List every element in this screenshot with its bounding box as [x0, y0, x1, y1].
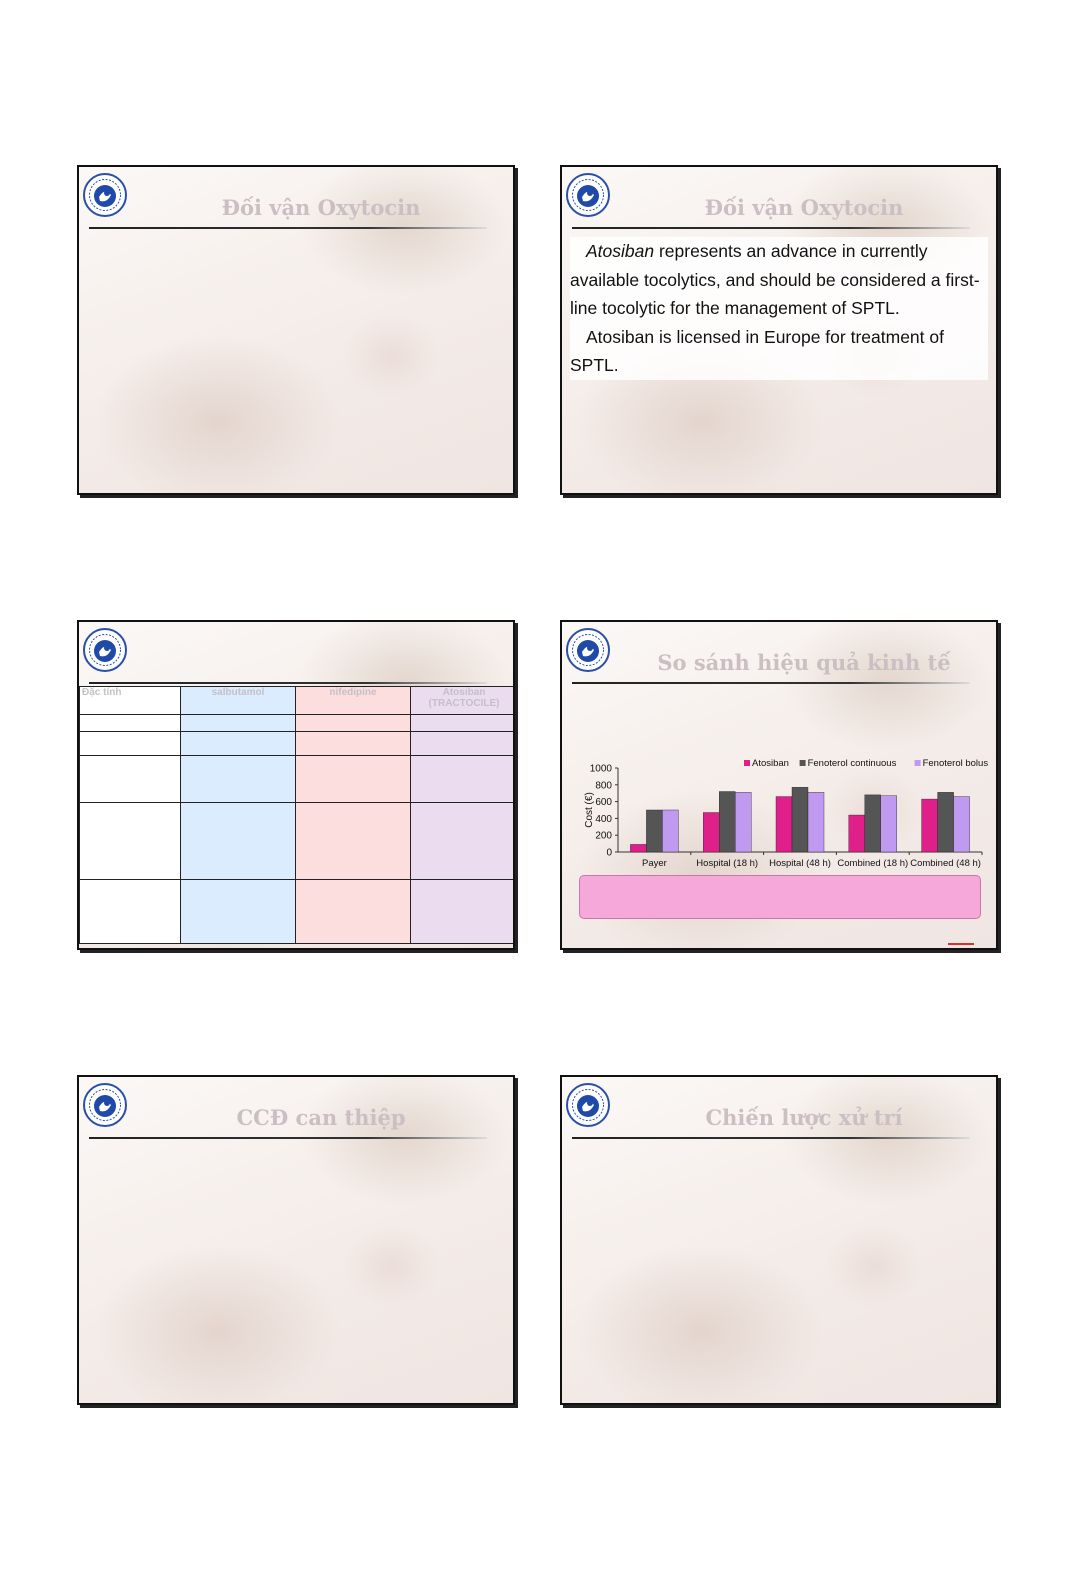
y-tick-label: 0: [606, 848, 612, 859]
bar: [848, 814, 865, 853]
table-row: [79, 879, 513, 944]
x-tick-label: Combined (18 h): [837, 858, 908, 869]
title-divider: [572, 1137, 970, 1139]
table-header: Đặc tính: [79, 686, 181, 715]
y-tick-label: 1000: [590, 764, 613, 775]
legend-swatch: [799, 760, 806, 766]
bar: [702, 812, 720, 853]
bar: [630, 844, 647, 853]
hospital-logo-icon: [83, 1083, 127, 1127]
slide-title: CCĐ can thiệp: [236, 1105, 406, 1130]
table-row: [79, 731, 513, 756]
bar: [662, 809, 679, 853]
table-row: [79, 802, 513, 880]
slide-body-text: Atosiban represents an advance in curren…: [570, 237, 988, 380]
slide-5: CCĐ can thiệp: [77, 1075, 515, 1405]
y-tick-label: 200: [595, 831, 612, 842]
bar: [734, 792, 752, 853]
slide-1: Đối vận Oxytocin: [77, 165, 515, 495]
title-divider: [89, 1137, 487, 1139]
bar: [791, 787, 809, 853]
y-tick-label: 400: [595, 814, 612, 825]
table-row: [79, 714, 513, 732]
x-tick-label: Hospital (18 h): [696, 858, 758, 869]
legend-label: Fenoterol bolus: [923, 758, 989, 769]
legend-label: Fenoterol continuous: [808, 758, 897, 769]
drug-name: Atosiban: [586, 241, 655, 261]
y-tick-label: 600: [595, 797, 612, 808]
x-tick-label: Payer: [642, 858, 667, 869]
legend-swatch: [744, 760, 750, 766]
table-header: salbutamol: [180, 686, 296, 715]
paragraph-1: Atosiban represents an advance in curren…: [570, 237, 988, 323]
hospital-logo-icon: [566, 1083, 610, 1127]
x-tick-label: Combined (48 h): [910, 858, 981, 869]
paragraph-1-text: represents an advance in currently avail…: [570, 241, 980, 318]
slide-2: Đối vận Oxytocin Atosiban represents an …: [560, 165, 998, 495]
slide-title: So sánh hiệu quả kinh tế: [657, 650, 951, 675]
y-tick-label: 800: [595, 780, 612, 791]
bar: [718, 791, 736, 853]
title-divider: [572, 227, 970, 229]
y-axis-label: Cost (€): [584, 792, 595, 828]
title-divider: [89, 682, 487, 684]
bar: [880, 795, 897, 853]
table-row: [79, 755, 513, 803]
bar: [775, 796, 793, 853]
bar: [953, 796, 970, 853]
legend-swatch: [914, 760, 921, 766]
hospital-logo-icon: [566, 173, 610, 217]
hospital-logo-icon: [566, 628, 610, 672]
table-header: nifedipine: [295, 686, 411, 715]
bar: [937, 792, 954, 853]
bar: [646, 809, 663, 853]
legend-label: Atosiban: [752, 758, 789, 769]
title-divider: [89, 227, 487, 229]
slide-title: Đối vận Oxytocin: [704, 195, 904, 220]
hospital-logo-icon: [83, 173, 127, 217]
slide-6: Chiến lược xử trí: [560, 1075, 998, 1405]
hospital-logo-icon: [83, 628, 127, 672]
bar: [921, 798, 938, 853]
slide-3: Đặc tính salbutamol nifedipine Atosiban …: [77, 620, 515, 950]
comparison-table: Đặc tính salbutamol nifedipine Atosiban …: [79, 686, 513, 944]
paragraph-2: Atosiban is licensed in Europe for treat…: [570, 326, 944, 376]
cost-bar-chart: 0 200 400 600 800 1000 Cost (€) Payer Hospital (…: [584, 758, 989, 869]
red-accent-mark: [948, 943, 974, 945]
bar: [807, 792, 825, 853]
slide-title: Đối vận Oxytocin: [221, 195, 421, 220]
bar: [864, 794, 881, 853]
table-header: Atosiban (TRACTOCILE): [410, 686, 513, 715]
highlight-box: [579, 875, 981, 919]
x-tick-label: Hospital (48 h): [769, 858, 831, 869]
slide-4: So sánh hiệu quả kinh tế 0 200 400 600 800 10…: [560, 620, 998, 950]
title-divider: [572, 682, 970, 684]
slide-title: Chiến lược xử trí: [705, 1105, 903, 1130]
